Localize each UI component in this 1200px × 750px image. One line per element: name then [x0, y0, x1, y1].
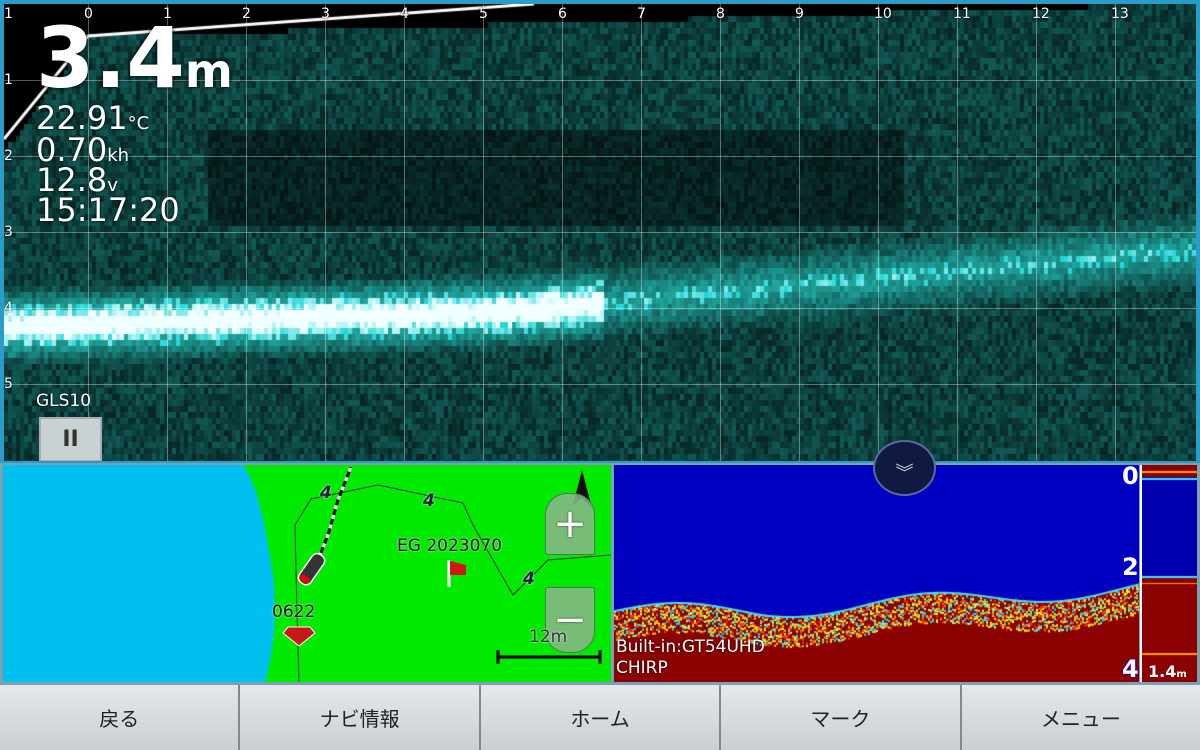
grid-line: [1115, 4, 1116, 461]
double-chevron-down-icon: ︾: [895, 463, 914, 484]
mark-label: 0622: [272, 602, 316, 622]
depth-scale-label: 0: [1122, 462, 1139, 490]
depth-contour: [294, 484, 611, 682]
scale-label: 12m: [529, 627, 568, 647]
nav-info-button[interactable]: ナビ情報: [240, 685, 481, 750]
collapse-button[interactable]: ︾: [873, 440, 936, 496]
depth-scale-label: 4: [1122, 655, 1139, 683]
range-scale-label: 9: [795, 6, 804, 22]
depth-scale-label: 2: [4, 148, 13, 164]
pause-icon: II: [62, 427, 79, 452]
a-scope: [1140, 465, 1197, 682]
range-scale-label: 11: [953, 6, 971, 22]
depth-scale-label: 2: [1122, 553, 1139, 581]
range-scale-label: 6: [558, 6, 567, 22]
grid-line: [4, 80, 1196, 81]
grid-line: [562, 4, 563, 461]
range-scale-label: 8: [716, 6, 725, 22]
boat-icon: [297, 552, 326, 586]
grid-line: [1036, 4, 1037, 461]
time-readout: 15:17:20: [36, 191, 180, 229]
livescope-panel[interactable]: 1 0 1 2 3 4 5 6 7 8 9 10 11 12 13 1 2 3 4 5 3.4m 22.91°C 0.…: [0, 0, 1200, 463]
grid-line: [799, 4, 800, 461]
home-button[interactable]: ホーム: [480, 685, 722, 750]
map-graphics: [3, 465, 611, 682]
chart-map[interactable]: 4 4 4 EG 2023070 0622 + − 12m: [3, 465, 611, 682]
diamond-icon: [282, 626, 316, 647]
grid-line: [4, 384, 1196, 385]
depth-scale-label: 5: [4, 376, 13, 392]
sonar-history: [614, 465, 1139, 682]
depth-scale-label: 3: [4, 224, 13, 240]
range-scale-label: 1: [163, 6, 172, 22]
zoom-out-button[interactable]: −: [545, 587, 595, 653]
ascope-depth: 1.4m: [1148, 662, 1187, 681]
range-scale-label: 7: [637, 6, 646, 22]
range-scale-label: 12: [1032, 6, 1050, 22]
traditional-sonar-view[interactable]: [614, 465, 1139, 682]
sonar-echo-image: [4, 4, 1196, 461]
grid-line: [641, 4, 642, 461]
range-scale-label: 10: [874, 6, 892, 22]
grid-line: [325, 4, 326, 461]
grid-line: [404, 4, 405, 461]
grid-line: [878, 4, 879, 461]
sonar-mode-label: CHIRP: [616, 658, 668, 678]
transducer-label: GLS10: [36, 391, 92, 411]
range-scale-label: 1: [4, 6, 13, 22]
depth-readout: 3.4m: [36, 9, 233, 107]
bottom-button-bar: 戻る ナビ情報 ホーム マーク メニュー: [0, 685, 1200, 750]
contour-label: 4: [320, 483, 332, 503]
grid-line: [167, 4, 168, 461]
voltage-readout: 12.8v: [36, 161, 118, 199]
grid-line: [4, 156, 1196, 157]
water-area: [3, 465, 276, 682]
grid-line: [957, 4, 958, 461]
waypoint-label: EG 2023070: [397, 536, 503, 556]
speed-readout: 0.70kh: [36, 131, 130, 169]
grid-line: [4, 232, 1196, 233]
back-button[interactable]: 戻る: [0, 685, 241, 750]
grid-line: [483, 4, 484, 461]
water-temp-readout: 22.91°C: [36, 99, 150, 137]
contour-label: 4: [523, 569, 535, 589]
sonar-source-label: Built-in:GT54UHD: [616, 637, 765, 657]
grid-line: [720, 4, 721, 461]
grid-line: [4, 308, 1196, 309]
range-scale-label: 3: [321, 6, 330, 22]
menu-button[interactable]: メニュー: [961, 685, 1200, 750]
grid-line: [88, 4, 89, 461]
range-scale-label: 5: [479, 6, 488, 22]
zoom-in-button[interactable]: +: [545, 493, 595, 555]
depth-scale-label: 1: [4, 72, 13, 88]
mark-button[interactable]: マーク: [721, 685, 962, 750]
range-scale-label: 13: [1111, 6, 1129, 22]
range-scale-label: 2: [242, 6, 251, 22]
range-scale-label: 0: [84, 6, 93, 22]
pause-button[interactable]: II: [39, 417, 102, 461]
range-scale-label: 4: [400, 6, 409, 22]
contour-label: 4: [423, 491, 435, 511]
flag-icon: [447, 560, 466, 587]
grid-line: [246, 4, 247, 461]
depth-scale-label: 4: [4, 300, 13, 316]
livescope-view[interactable]: 1 0 1 2 3 4 5 6 7 8 9 10 11 12 13 1 2 3 4 5 3.4m 22.91°C 0.…: [4, 4, 1196, 461]
